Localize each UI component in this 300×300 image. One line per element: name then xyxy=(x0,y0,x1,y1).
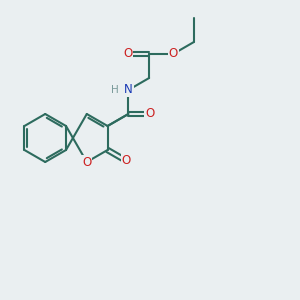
Text: O: O xyxy=(145,107,154,121)
Text: O: O xyxy=(123,47,132,61)
Text: O: O xyxy=(82,155,92,169)
Text: O: O xyxy=(122,154,131,167)
Text: O: O xyxy=(169,47,178,61)
Text: N: N xyxy=(124,83,133,97)
Text: H: H xyxy=(111,85,119,95)
